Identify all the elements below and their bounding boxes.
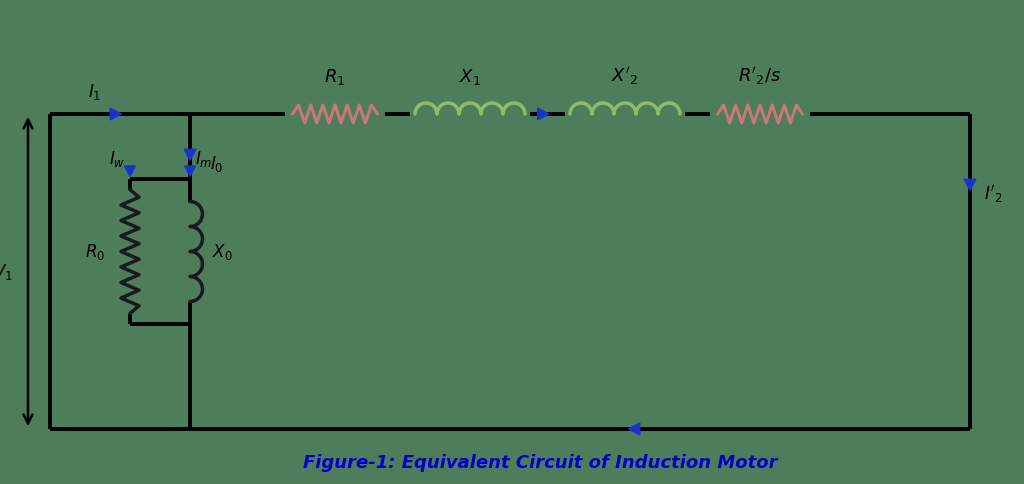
Polygon shape [965, 179, 976, 190]
Polygon shape [111, 108, 122, 120]
Text: $R'_2/s$: $R'_2/s$ [738, 65, 781, 87]
Text: $I_w$: $I_w$ [109, 149, 125, 169]
Polygon shape [184, 166, 196, 176]
Text: $I'_2$: $I'_2$ [984, 183, 1002, 205]
Text: $X_0$: $X_0$ [212, 242, 232, 261]
Text: $X_1$: $X_1$ [459, 67, 481, 87]
Polygon shape [125, 166, 135, 176]
Text: Figure-1: Equivalent Circuit of Induction Motor: Figure-1: Equivalent Circuit of Inductio… [303, 454, 777, 472]
Text: $I_0$: $I_0$ [210, 154, 223, 174]
Text: $R_0$: $R_0$ [85, 242, 105, 261]
Text: $R_1$: $R_1$ [325, 67, 346, 87]
Text: $X'_2$: $X'_2$ [611, 65, 639, 87]
Text: $V_1$: $V_1$ [0, 261, 13, 282]
Text: $I_m$: $I_m$ [195, 149, 212, 169]
Polygon shape [538, 108, 549, 120]
Text: $I_1$: $I_1$ [88, 82, 101, 102]
Polygon shape [629, 423, 640, 435]
Polygon shape [184, 149, 196, 160]
